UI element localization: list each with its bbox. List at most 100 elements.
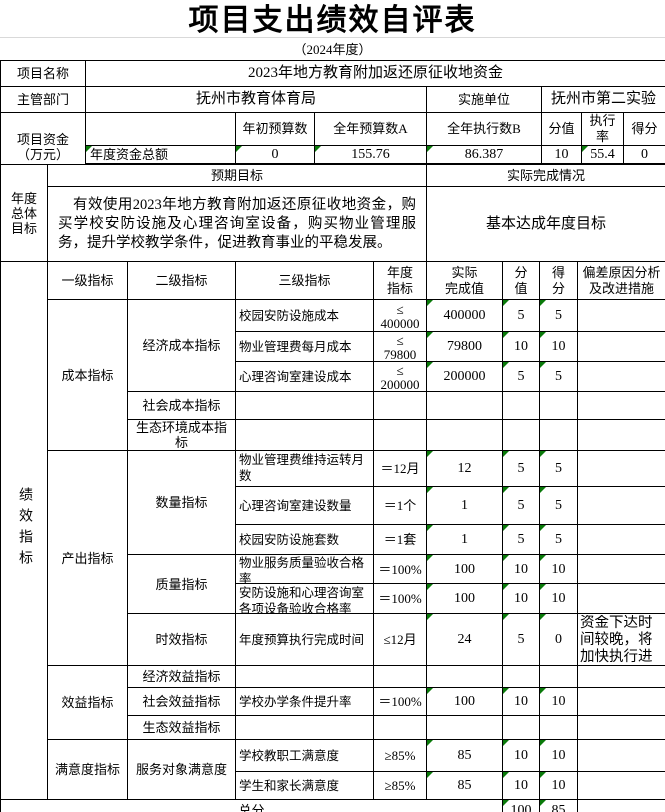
empty-cell	[85, 112, 236, 146]
cell-annual: ≤12月	[372, 613, 428, 666]
unit-value: 抚州市第二实验	[540, 86, 665, 113]
cell-score: 5	[539, 524, 579, 555]
cell-l3: 学校教职工满意度	[235, 739, 374, 772]
cell-deviation	[577, 299, 665, 332]
cell-deviation	[577, 524, 665, 555]
cell-deviation	[577, 687, 665, 716]
page-title: 项目支出绩效自评表	[188, 4, 477, 37]
annual-indicator-value: ≤ 200000	[380, 363, 420, 390]
empty-cell	[577, 665, 665, 688]
cell-annual: ＝100%	[372, 583, 428, 614]
empty-cell	[235, 715, 374, 740]
cell-l2-quantity: 数量指标	[127, 450, 236, 555]
cell-score: 5	[539, 486, 579, 525]
expected-goal-paragraph: 有效使用2023年地方教育附加返还原征收地资金，购买学校安防设施及心理咨询室设备…	[58, 196, 417, 251]
cell-value: 10	[502, 554, 541, 584]
header-score: 得 分	[539, 261, 579, 300]
page-subtitle: （2024年度）	[293, 42, 372, 57]
cell-actual: 85	[426, 771, 504, 800]
cell-l3: 学生和家长满意度	[235, 771, 374, 800]
cell-l3: 心理咨询室建设数量	[235, 486, 374, 525]
cell-actual: 200000	[426, 361, 504, 392]
cell-l2-quality: 质量指标	[127, 554, 236, 614]
empty-cell	[372, 391, 428, 420]
header-level2: 二级指标	[127, 261, 236, 300]
cell-value: 10	[502, 687, 541, 716]
empty-cell	[235, 391, 374, 420]
cell-score: 10	[539, 687, 579, 716]
funds-header-executed-b: 全年执行数B	[426, 112, 542, 146]
cell-actual: 12	[426, 450, 504, 487]
cell-annual: ＝1套	[372, 524, 428, 555]
total-score-value: 85	[539, 799, 579, 812]
header-annual-indicator: 年度 指标	[372, 261, 428, 300]
cell-l1-output: 产出指标	[47, 450, 128, 666]
cell-score: 10	[539, 331, 579, 362]
cell-deviation	[577, 771, 665, 800]
unit-label: 实施单位	[426, 86, 542, 113]
empty-cell	[235, 665, 374, 688]
header-actual-value: 实际 完成值	[426, 261, 504, 300]
cell-value: 10	[502, 583, 541, 614]
indicator-name: 安防设施和心理咨询室各项设备验收合格率	[239, 585, 365, 613]
cell-score: 10	[539, 771, 579, 800]
funds-rate-value: 55.4	[581, 145, 624, 164]
funds-header-rate: 执行率	[581, 112, 624, 146]
cell-annual: ＝100%	[372, 554, 428, 584]
department-label: 主管部门	[0, 86, 86, 113]
empty-cell	[502, 419, 541, 451]
cell-score: 10	[539, 583, 579, 614]
empty-cell	[426, 419, 504, 451]
cell-annual: ＝1个	[372, 486, 428, 525]
funds-executed-value: 86.387	[426, 145, 542, 164]
cell-actual: 100	[426, 687, 504, 716]
empty-cell	[539, 391, 579, 420]
funds-header-value: 分值	[541, 112, 582, 146]
empty-cell	[539, 665, 579, 688]
cell-l3: 校园安防设施套数	[235, 524, 374, 555]
cell-l1-satisfaction: 满意度指标	[47, 739, 128, 800]
empty-cell	[372, 715, 428, 740]
cell-value: 5	[502, 450, 541, 487]
total-score-label: 总分	[0, 799, 504, 812]
cell-l2-economic-benefit: 经济效益指标	[127, 665, 236, 688]
empty-cell	[577, 391, 665, 420]
cell-actual: 24	[426, 613, 504, 666]
cell-l2-social-cost: 社会成本指标	[127, 391, 236, 420]
empty-cell	[426, 391, 504, 420]
cell-actual: 79800	[426, 331, 504, 362]
header-deviation: 偏差原因分析 及改进措施	[577, 261, 665, 300]
funds-row-name: 年度资金总额	[85, 145, 236, 164]
total-points-value: 100	[502, 799, 541, 812]
empty-cell	[426, 665, 504, 688]
empty-cell	[502, 391, 541, 420]
cell-deviation	[577, 554, 665, 584]
cell-actual: 100	[426, 583, 504, 614]
funds-budget-value: 155.76	[314, 145, 427, 164]
cell-value: 10	[502, 739, 541, 772]
cell-deviation	[577, 450, 665, 487]
cell-deviation	[577, 583, 665, 614]
cell-value: 5	[502, 524, 541, 555]
cell-actual: 400000	[426, 299, 504, 332]
header-points: 分 值	[502, 261, 541, 300]
actual-completion-header: 实际完成情况	[426, 164, 665, 187]
project-name-value: 2023年地方教育附加返还原征收地资金	[84, 60, 665, 87]
cell-l3: 校园安防设施成本	[235, 299, 374, 332]
funds-header-budget-a: 全年预算数A	[314, 112, 427, 146]
indicator-name: 物业管理费维持运转月数	[239, 453, 365, 483]
title-block: 项目支出绩效自评表 （2024年度）	[0, 0, 665, 60]
cell-actual: 100	[426, 554, 504, 584]
cell-l1-cost: 成本指标	[47, 299, 128, 451]
funds-initial-value: 0	[235, 145, 315, 164]
cell-l2-service-satisfaction: 服务对象满意度	[127, 739, 236, 800]
actual-completion-text: 基本达成年度目标	[426, 186, 665, 262]
expected-goal-header: 预期目标	[46, 164, 428, 187]
cell-actual: 1	[426, 486, 504, 525]
cell-value: 5	[502, 486, 541, 525]
cell-deviation	[577, 331, 665, 362]
empty-cell	[502, 665, 541, 688]
cell-actual: 85	[426, 739, 504, 772]
cell-score: 10	[539, 739, 579, 772]
